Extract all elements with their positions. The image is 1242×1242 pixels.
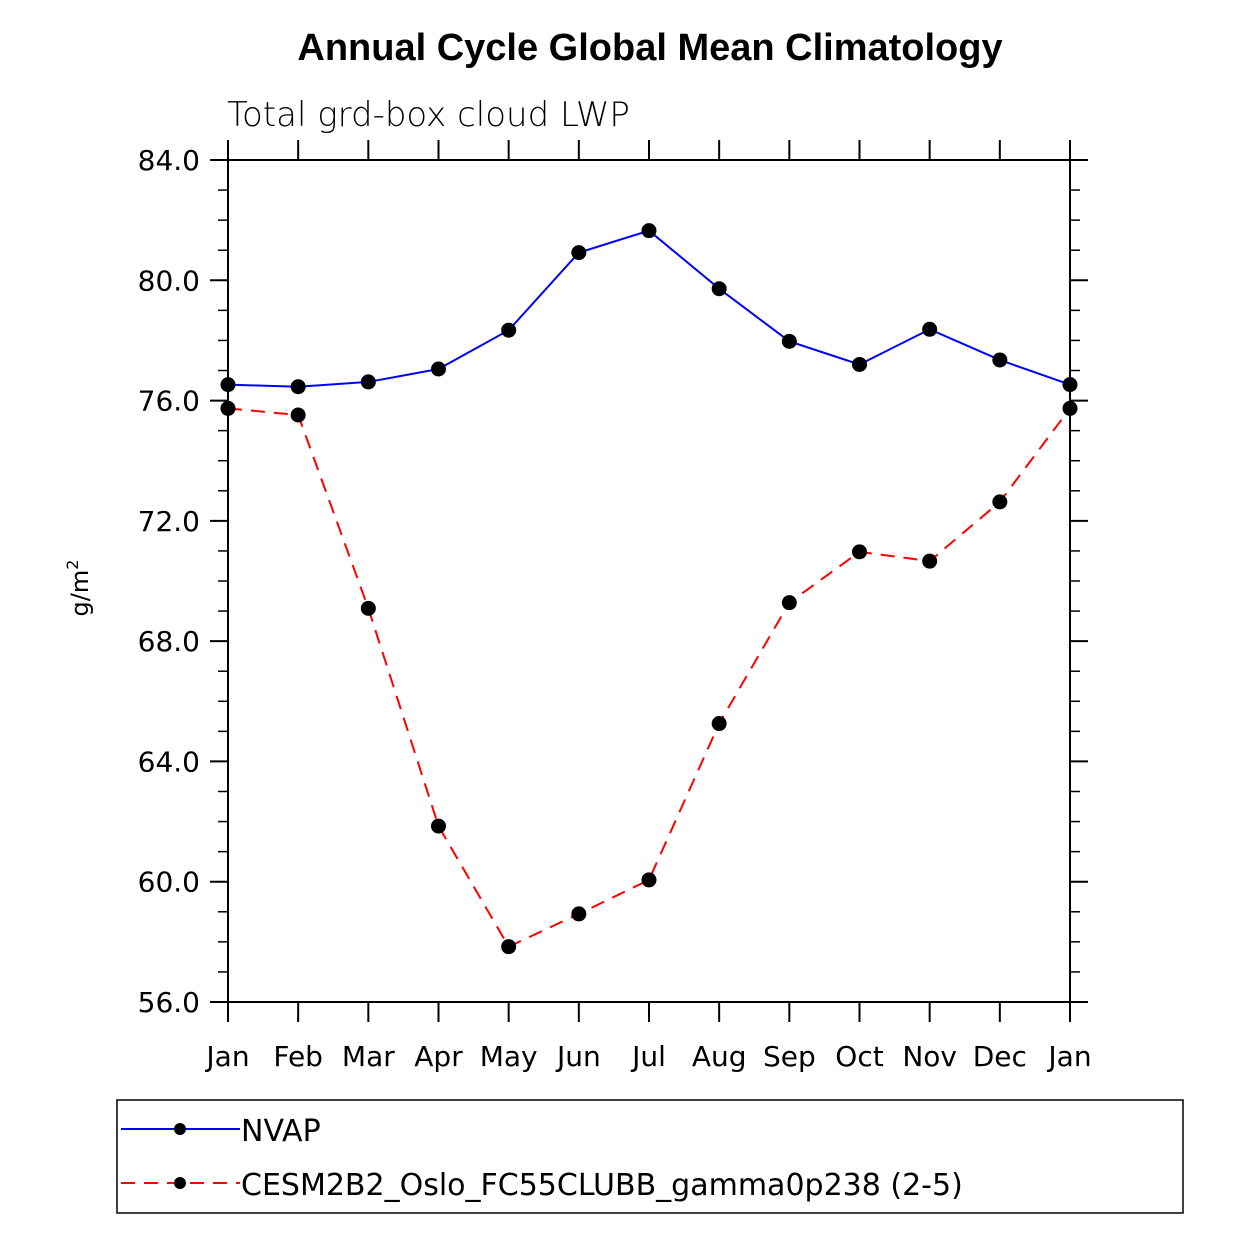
data-point bbox=[290, 407, 306, 423]
x-tick-label: Apr bbox=[414, 1040, 463, 1073]
legend: NVAP CESM2B2_Oslo_FC55CLUBB_gamma0p238 (… bbox=[116, 1099, 1184, 1214]
y-tick-label: 76.0 bbox=[138, 385, 200, 418]
y-tick-label: 68.0 bbox=[138, 625, 200, 658]
legend-entry-cesm: CESM2B2_Oslo_FC55CLUBB_gamma0p238 (2-5) bbox=[121, 1168, 963, 1203]
data-point bbox=[220, 400, 236, 416]
x-tick-label: Nov bbox=[902, 1040, 957, 1073]
y-axis-label-superscript: 2 bbox=[63, 560, 82, 570]
data-point bbox=[571, 906, 587, 922]
y-axis-label: g/m2 bbox=[63, 560, 94, 617]
y-tick-label: 80.0 bbox=[138, 264, 200, 297]
series-1 bbox=[220, 400, 1078, 955]
legend-marker-cesm bbox=[174, 1177, 186, 1189]
legend-entry-nvap: NVAP bbox=[121, 1114, 321, 1149]
x-tick-label: Aug bbox=[692, 1040, 747, 1073]
data-point bbox=[360, 374, 376, 390]
y-tick-label: 72.0 bbox=[138, 505, 200, 538]
series-line bbox=[227, 407, 1071, 948]
x-tick-label: May bbox=[480, 1040, 538, 1073]
data-point bbox=[922, 321, 938, 337]
x-axis-ticks: Jan Feb Mar Apr May Jun Jul Aug Sep Oct Nov Dec Jan bbox=[204, 140, 1092, 1073]
data-point bbox=[501, 939, 517, 955]
data-point bbox=[290, 379, 306, 395]
x-tick-label: Mar bbox=[342, 1040, 395, 1073]
x-tick-label: Sep bbox=[763, 1040, 816, 1073]
data-point bbox=[1062, 377, 1078, 393]
series-line bbox=[227, 229, 1071, 388]
series-0 bbox=[220, 223, 1078, 395]
data-point bbox=[992, 352, 1008, 368]
series-layer bbox=[220, 223, 1078, 955]
data-point bbox=[641, 223, 657, 239]
x-tick-label: Jan bbox=[204, 1040, 249, 1073]
svg-text:g/m2: g/m2 bbox=[63, 560, 94, 617]
y-axis-label-text: g/m bbox=[66, 570, 94, 617]
data-point bbox=[431, 818, 446, 834]
data-point bbox=[711, 716, 727, 732]
y-tick-label: 84.0 bbox=[138, 144, 200, 177]
x-tick-label: Jun bbox=[555, 1040, 601, 1073]
data-point bbox=[571, 245, 587, 261]
data-point bbox=[922, 553, 938, 569]
data-point bbox=[360, 600, 376, 616]
data-point bbox=[781, 333, 797, 349]
data-point bbox=[711, 281, 727, 297]
data-point bbox=[992, 494, 1008, 510]
x-tick-label: Dec bbox=[973, 1040, 1027, 1073]
x-tick-label: Jul bbox=[630, 1040, 666, 1073]
y-tick-label: 60.0 bbox=[138, 866, 200, 899]
data-point bbox=[641, 872, 657, 888]
data-point bbox=[852, 356, 867, 372]
chart-subtitle: Total grd-box cloud LWP bbox=[227, 95, 630, 135]
legend-box bbox=[116, 1099, 1184, 1214]
legend-marker-nvap bbox=[174, 1123, 186, 1135]
data-point bbox=[852, 544, 867, 560]
data-point bbox=[781, 595, 797, 611]
chart-title: Annual Cycle Global Mean Climatology bbox=[297, 27, 1002, 69]
x-tick-label: Jan bbox=[1046, 1040, 1091, 1073]
legend-label-cesm: CESM2B2_Oslo_FC55CLUBB_gamma0p238 (2-5) bbox=[241, 1168, 963, 1203]
y-tick-label: 56.0 bbox=[138, 986, 200, 1019]
data-point bbox=[431, 361, 446, 377]
legend-label-nvap: NVAP bbox=[241, 1114, 321, 1149]
x-tick-label: Oct bbox=[835, 1040, 883, 1073]
data-point bbox=[220, 377, 236, 393]
y-axis-ticks: 56.0 60.0 64.0 68.0 72.0 76.0 80.0 84.0 bbox=[138, 144, 1088, 1019]
y-tick-label: 64.0 bbox=[138, 745, 200, 778]
data-point bbox=[1062, 400, 1078, 416]
x-tick-label: Feb bbox=[273, 1040, 323, 1073]
data-point bbox=[501, 322, 517, 338]
